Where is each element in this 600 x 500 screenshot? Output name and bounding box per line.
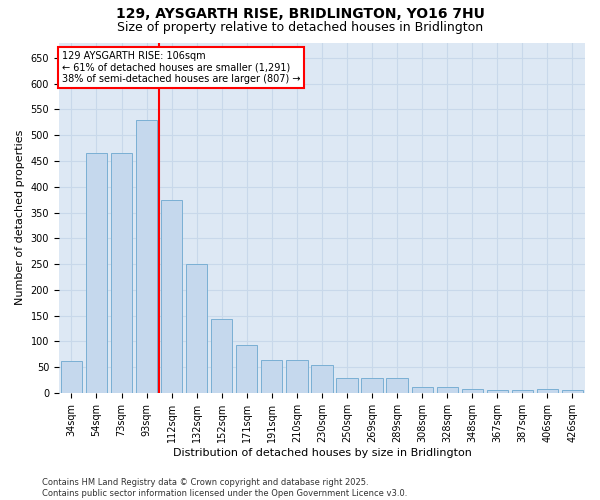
Bar — [461, 388, 483, 393]
Bar — [437, 387, 458, 393]
Bar — [86, 154, 107, 393]
Bar — [111, 154, 132, 393]
Bar — [286, 360, 308, 393]
Bar — [412, 387, 433, 393]
Bar — [487, 390, 508, 393]
Bar — [61, 361, 82, 393]
Text: Contains HM Land Registry data © Crown copyright and database right 2025.
Contai: Contains HM Land Registry data © Crown c… — [42, 478, 407, 498]
Bar — [311, 364, 332, 393]
Bar — [386, 378, 408, 393]
Bar — [136, 120, 157, 393]
Bar — [186, 264, 208, 393]
X-axis label: Distribution of detached houses by size in Bridlington: Distribution of detached houses by size … — [173, 448, 472, 458]
Bar — [337, 378, 358, 393]
Bar — [236, 345, 257, 393]
Y-axis label: Number of detached properties: Number of detached properties — [15, 130, 25, 306]
Text: Size of property relative to detached houses in Bridlington: Size of property relative to detached ho… — [117, 21, 483, 34]
Text: 129, AYSGARTH RISE, BRIDLINGTON, YO16 7HU: 129, AYSGARTH RISE, BRIDLINGTON, YO16 7H… — [116, 8, 484, 22]
Bar — [261, 360, 283, 393]
Bar — [562, 390, 583, 393]
Bar — [211, 319, 232, 393]
Bar — [361, 378, 383, 393]
Bar — [161, 200, 182, 393]
Bar — [537, 388, 558, 393]
Text: 129 AYSGARTH RISE: 106sqm
← 61% of detached houses are smaller (1,291)
38% of se: 129 AYSGARTH RISE: 106sqm ← 61% of detac… — [62, 52, 300, 84]
Bar — [512, 390, 533, 393]
